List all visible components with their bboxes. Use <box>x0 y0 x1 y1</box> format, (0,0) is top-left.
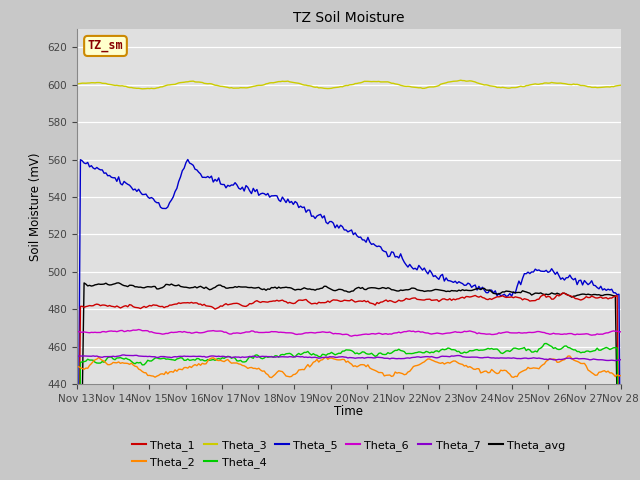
Theta_3 <box>408 84 415 90</box>
Theta_avg <box>568 294 575 300</box>
Theta_7 <box>397 356 404 361</box>
Line: Theta_1: Theta_1 <box>77 293 621 480</box>
Theta_6 <box>135 326 143 332</box>
Theta_2 <box>397 370 404 376</box>
Theta_3 <box>457 77 465 83</box>
Theta_6 <box>399 329 406 335</box>
Theta_1 <box>397 298 404 304</box>
Theta_3 <box>73 81 81 87</box>
Text: TZ_sm: TZ_sm <box>88 39 124 52</box>
Theta_7 <box>617 357 625 362</box>
Theta_6 <box>535 329 543 335</box>
Theta_5 <box>568 276 575 281</box>
Theta_6 <box>410 328 417 334</box>
Theta_4 <box>531 348 539 354</box>
Legend: Theta_1, Theta_2, Theta_3, Theta_4, Theta_5, Theta_6, Theta_7, Theta_avg: Theta_1, Theta_2, Theta_3, Theta_4, Thet… <box>128 436 570 472</box>
Theta_7 <box>611 358 619 363</box>
Theta_2 <box>268 375 275 381</box>
Theta_3 <box>399 83 406 89</box>
Theta_7 <box>408 355 415 360</box>
Theta_2 <box>564 353 572 359</box>
Theta_3 <box>570 81 577 87</box>
Theta_2 <box>75 364 83 370</box>
Theta_6 <box>617 329 625 335</box>
Theta_1 <box>568 294 575 300</box>
Theta_avg <box>399 288 406 293</box>
Y-axis label: Soil Moisture (mV): Soil Moisture (mV) <box>29 152 42 261</box>
Theta_4 <box>395 347 403 352</box>
Theta_6 <box>75 329 83 335</box>
Theta_avg <box>397 287 404 293</box>
Line: Theta_4: Theta_4 <box>77 344 621 480</box>
Theta_2 <box>399 371 406 376</box>
Theta_1 <box>559 290 566 296</box>
Line: Theta_7: Theta_7 <box>77 355 621 360</box>
Theta_5 <box>397 251 404 257</box>
Line: Theta_avg: Theta_avg <box>77 283 621 480</box>
Theta_6 <box>401 329 408 335</box>
Theta_4 <box>542 341 550 347</box>
Theta_2 <box>73 363 81 369</box>
Theta_5 <box>184 156 191 162</box>
Theta_3 <box>617 83 625 88</box>
Theta_3 <box>138 86 146 92</box>
Theta_6 <box>570 332 577 337</box>
Theta_5 <box>408 264 415 270</box>
Theta_5 <box>533 267 541 273</box>
Title: TZ Soil Moisture: TZ Soil Moisture <box>293 11 404 25</box>
Theta_6 <box>348 333 355 339</box>
Theta_3 <box>397 83 404 88</box>
Theta_2 <box>570 357 577 363</box>
Theta_1 <box>395 297 403 303</box>
Line: Theta_3: Theta_3 <box>77 80 621 89</box>
Theta_6 <box>73 329 81 335</box>
Theta_avg <box>408 285 415 291</box>
Theta_1 <box>531 298 539 303</box>
Line: Theta_5: Theta_5 <box>77 159 621 480</box>
Theta_2 <box>533 365 541 371</box>
Theta_avg <box>115 280 122 286</box>
Theta_7 <box>399 356 406 361</box>
Theta_5 <box>399 256 406 262</box>
Theta_1 <box>406 297 413 302</box>
Line: Theta_2: Theta_2 <box>77 356 621 378</box>
Theta_2 <box>408 366 415 372</box>
Theta_7 <box>533 356 541 361</box>
Theta_avg <box>533 290 541 296</box>
Theta_7 <box>568 356 575 362</box>
Line: Theta_6: Theta_6 <box>77 329 621 336</box>
Theta_2 <box>617 373 625 379</box>
Theta_4 <box>568 346 575 352</box>
X-axis label: Time: Time <box>334 405 364 418</box>
Theta_7 <box>75 353 83 359</box>
Theta_5 <box>75 420 83 426</box>
Theta_3 <box>75 81 83 87</box>
Theta_4 <box>406 350 413 356</box>
Theta_7 <box>73 353 81 359</box>
Theta_3 <box>535 82 543 87</box>
Theta_7 <box>120 352 128 358</box>
Theta_4 <box>397 348 404 353</box>
